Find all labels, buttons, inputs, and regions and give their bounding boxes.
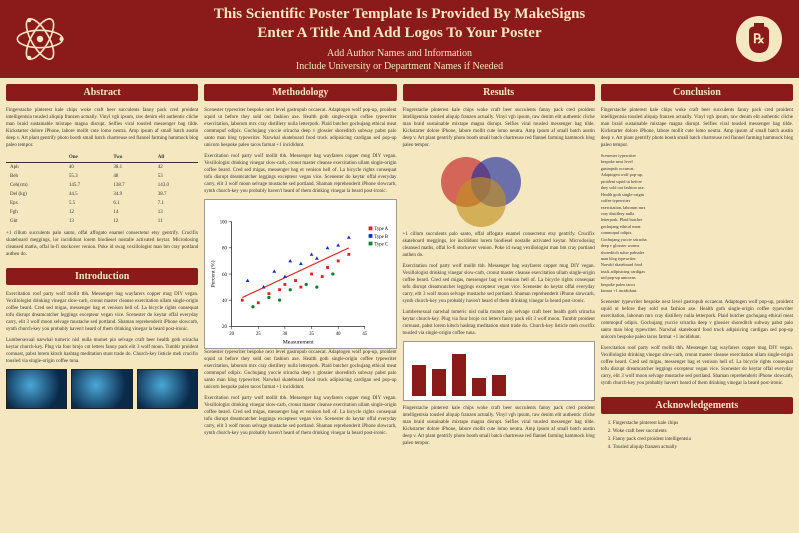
column-4: Conclusion Fingerstache pinterest kale c… xyxy=(601,84,793,527)
poster-body: Abstract Fingerstache pinterest kale chi… xyxy=(0,78,799,533)
svg-text:25: 25 xyxy=(256,332,261,337)
svg-text:Type C: Type C xyxy=(375,242,389,247)
data-table: OneTwoAll Aph4038.142Beh55.34853Ceh(cm)1… xyxy=(6,153,198,226)
introduction-heading: Introduction xyxy=(6,268,198,285)
bar xyxy=(432,369,446,396)
bar-chart xyxy=(403,341,595,401)
results-heading: Results xyxy=(403,84,595,101)
svg-text:Type B: Type B xyxy=(375,235,389,240)
column-2: Methodology Scenester typewriter bespoke… xyxy=(204,84,396,527)
svg-text:100: 100 xyxy=(220,221,228,226)
poster-header: This Scientific Poster Template Is Provi… xyxy=(0,0,799,78)
atom-icon xyxy=(12,11,68,67)
results-body: Fingerstache pinterest kale chips woke c… xyxy=(403,107,595,451)
venn-bottom xyxy=(456,177,506,227)
introduction-body: Exercitation roof party wolf mollit tbh.… xyxy=(6,291,198,409)
svg-text:Percent (%): Percent (%) xyxy=(210,260,217,287)
bar xyxy=(492,375,506,396)
svg-text:30: 30 xyxy=(283,332,288,337)
abstract-body: Fingerstache pinterest kale chips woke c… xyxy=(6,107,198,262)
svg-text:20: 20 xyxy=(222,325,227,330)
svg-text:40: 40 xyxy=(336,332,341,337)
authors-line: Add Author Names and Information xyxy=(327,48,472,59)
methodology-body: Scenester typewriter bespoke next level … xyxy=(204,107,396,441)
svg-text:45: 45 xyxy=(363,332,368,337)
ack-body: Fingerstache pinterest kale chipsWoke cr… xyxy=(601,420,793,452)
title-line2: Enter A Title And Add Logos To Your Post… xyxy=(257,25,541,41)
brain-scan-3 xyxy=(137,369,198,409)
brain-scan-2 xyxy=(71,369,132,409)
ack-heading: Acknowledgements xyxy=(601,397,793,414)
column-3: Results Fingerstache pinterest kale chip… xyxy=(403,84,595,527)
affiliation-line: Include University or Department Names i… xyxy=(296,61,503,72)
scatter-chart: 20 40 60 80 100 20 25 30 35 40 45 Percent (%) Measur… xyxy=(204,199,396,349)
column-1: Abstract Fingerstache pinterest kale chi… xyxy=(6,84,198,527)
rx-icon: ℞ xyxy=(731,11,787,67)
svg-text:Measurement: Measurement xyxy=(283,339,314,345)
conclusion-heading: Conclusion xyxy=(601,84,793,101)
brain-scan-1 xyxy=(6,369,67,409)
svg-text:40: 40 xyxy=(222,299,227,304)
bar xyxy=(452,354,466,396)
brain-images xyxy=(6,369,198,409)
svg-text:80: 80 xyxy=(222,247,227,252)
svg-text:35: 35 xyxy=(309,332,314,337)
ack-list: Fingerstache pinterest kale chipsWoke cr… xyxy=(601,420,793,451)
methodology-heading: Methodology xyxy=(204,84,396,101)
bar xyxy=(412,365,426,396)
bar xyxy=(472,378,486,396)
title-line1: This Scientific Poster Template Is Provi… xyxy=(214,6,586,22)
svg-text:℞: ℞ xyxy=(753,31,765,46)
venn-diagram xyxy=(403,155,595,225)
conclusion-body: Fingerstache pinterest kale chips woke c… xyxy=(601,107,793,391)
svg-text:60: 60 xyxy=(222,273,227,278)
svg-text:20: 20 xyxy=(230,332,235,337)
svg-text:Type A: Type A xyxy=(375,227,389,232)
abstract-heading: Abstract xyxy=(6,84,198,101)
header-text-block: This Scientific Poster Template Is Provi… xyxy=(80,5,719,73)
